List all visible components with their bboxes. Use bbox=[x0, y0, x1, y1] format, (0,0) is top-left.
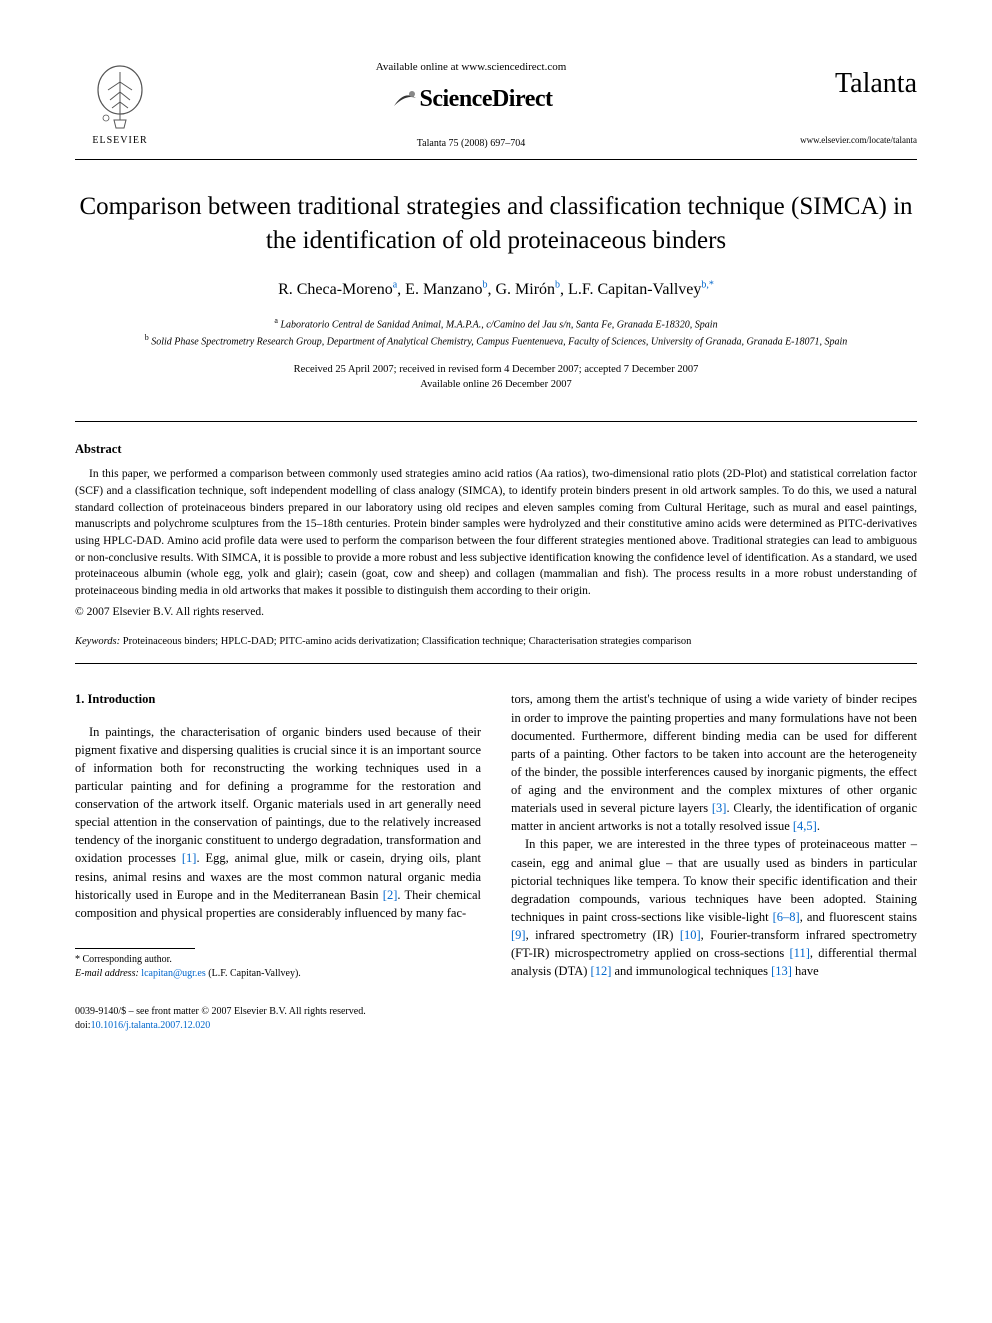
affil-b-text: Solid Phase Spectrometry Research Group,… bbox=[149, 337, 848, 348]
center-header: Available online at www.sciencedirect.co… bbox=[165, 60, 777, 151]
keywords-label: Keywords: bbox=[75, 636, 120, 647]
intro-text-2c: . bbox=[817, 819, 820, 833]
header-row: ELSEVIER Available online at www.science… bbox=[75, 60, 917, 151]
elsevier-label: ELSEVIER bbox=[92, 134, 147, 149]
sciencedirect-text: ScienceDirect bbox=[420, 86, 553, 112]
intro-text-2a: tors, among them the artist's technique … bbox=[511, 692, 917, 815]
abstract-copyright: © 2007 Elsevier B.V. All rights reserved… bbox=[75, 604, 917, 621]
email-label: E-mail address: bbox=[75, 968, 141, 979]
article-dates: Received 25 April 2007; received in revi… bbox=[75, 362, 917, 394]
doi-link[interactable]: 10.1016/j.talanta.2007.12.020 bbox=[91, 1020, 211, 1031]
author-2-affil-link[interactable]: b bbox=[482, 279, 487, 290]
corresponding-author-note: * Corresponding author. bbox=[75, 953, 481, 967]
citation-link-3[interactable]: [3] bbox=[712, 801, 727, 815]
intro-text-3c: , infrared spectrometry (IR) bbox=[526, 928, 680, 942]
citation-link-11[interactable]: [11] bbox=[790, 946, 810, 960]
abstract-body: In this paper, we performed a comparison… bbox=[75, 466, 917, 620]
column-left: 1. Introduction In paintings, the charac… bbox=[75, 690, 481, 981]
footnotes: * Corresponding author. E-mail address: … bbox=[75, 953, 481, 981]
citation-link-9[interactable]: [9] bbox=[511, 928, 526, 942]
citation-link-1[interactable]: [1] bbox=[182, 851, 197, 865]
footer-front-matter: 0039-9140/$ – see front matter © 2007 El… bbox=[75, 1005, 917, 1019]
available-online-text: Available online at www.sciencedirect.co… bbox=[165, 60, 777, 76]
author-1: R. Checa-Moreno bbox=[278, 281, 393, 298]
author-1-affil-link[interactable]: a bbox=[393, 279, 397, 290]
citation-link-13[interactable]: [13] bbox=[771, 964, 792, 978]
keywords-text: Proteinaceous binders; HPLC-DAD; PITC-am… bbox=[120, 636, 691, 647]
elsevier-logo: ELSEVIER bbox=[75, 62, 165, 149]
abstract-heading: Abstract bbox=[75, 440, 917, 458]
author-3-affil-link[interactable]: b bbox=[555, 279, 560, 290]
talanta-logo-block: Talanta www.elsevier.com/locate/talanta bbox=[777, 64, 917, 148]
citation-link-2[interactable]: [2] bbox=[383, 888, 398, 902]
affil-a-text: Laboratorio Central de Sanidad Animal, M… bbox=[278, 319, 718, 330]
header-rule bbox=[75, 159, 917, 160]
intro-para-1-right: tors, among them the artist's technique … bbox=[511, 690, 917, 835]
abstract-bottom-rule bbox=[75, 663, 917, 664]
article-title: Comparison between traditional strategie… bbox=[75, 190, 917, 258]
page-footer: 0039-9140/$ – see front matter © 2007 El… bbox=[75, 1005, 917, 1033]
intro-text-1a: In paintings, the characterisation of or… bbox=[75, 725, 481, 866]
elsevier-tree-icon bbox=[90, 62, 150, 132]
body-columns: 1. Introduction In paintings, the charac… bbox=[75, 690, 917, 981]
intro-para-1-left: In paintings, the characterisation of or… bbox=[75, 723, 481, 922]
dates-online: Available online 26 December 2007 bbox=[75, 377, 917, 393]
sciencedirect-swoosh-icon bbox=[390, 86, 418, 114]
citation-link-6-8[interactable]: [6–8] bbox=[773, 910, 800, 924]
intro-text-3b: , and fluorescent stains bbox=[800, 910, 917, 924]
intro-text-3f: and immunological techniques bbox=[611, 964, 771, 978]
email-person: (L.F. Capitan-Vallvey). bbox=[206, 968, 301, 979]
sciencedirect-logo: ScienceDirect bbox=[165, 82, 777, 117]
footnote-rule bbox=[75, 948, 195, 949]
talanta-journal-name: Talanta bbox=[777, 64, 917, 105]
citation-link-10[interactable]: [10] bbox=[680, 928, 701, 942]
affiliations: a Laboratorio Central de Sanidad Animal,… bbox=[75, 315, 917, 350]
abstract-text: In this paper, we performed a comparison… bbox=[75, 466, 917, 599]
doi-label: doi: bbox=[75, 1020, 91, 1031]
authors-line: R. Checa-Morenoa, E. Manzanob, G. Mirónb… bbox=[75, 278, 917, 301]
citation-link-4-5[interactable]: [4,5] bbox=[793, 819, 817, 833]
author-4-affil-link[interactable]: b, bbox=[701, 279, 709, 290]
author-2: E. Manzano bbox=[405, 281, 482, 298]
author-4-corr-link[interactable]: * bbox=[709, 279, 714, 290]
column-right: tors, among them the artist's technique … bbox=[511, 690, 917, 981]
author-3: G. Mirón bbox=[495, 281, 555, 298]
keywords-line: Keywords: Proteinaceous binders; HPLC-DA… bbox=[75, 634, 917, 649]
talanta-url: www.elsevier.com/locate/talanta bbox=[777, 134, 917, 147]
abstract-top-rule bbox=[75, 421, 917, 422]
citation-link-12[interactable]: [12] bbox=[591, 964, 612, 978]
author-4: L.F. Capitan-Vallvey bbox=[568, 281, 701, 298]
journal-reference: Talanta 75 (2008) 697–704 bbox=[165, 137, 777, 152]
introduction-heading: 1. Introduction bbox=[75, 690, 481, 708]
intro-text-3g: have bbox=[792, 964, 819, 978]
dates-received: Received 25 April 2007; received in revi… bbox=[75, 362, 917, 378]
intro-para-2-right: In this paper, we are interested in the … bbox=[511, 835, 917, 980]
email-link[interactable]: lcapitan@ugr.es bbox=[141, 968, 205, 979]
